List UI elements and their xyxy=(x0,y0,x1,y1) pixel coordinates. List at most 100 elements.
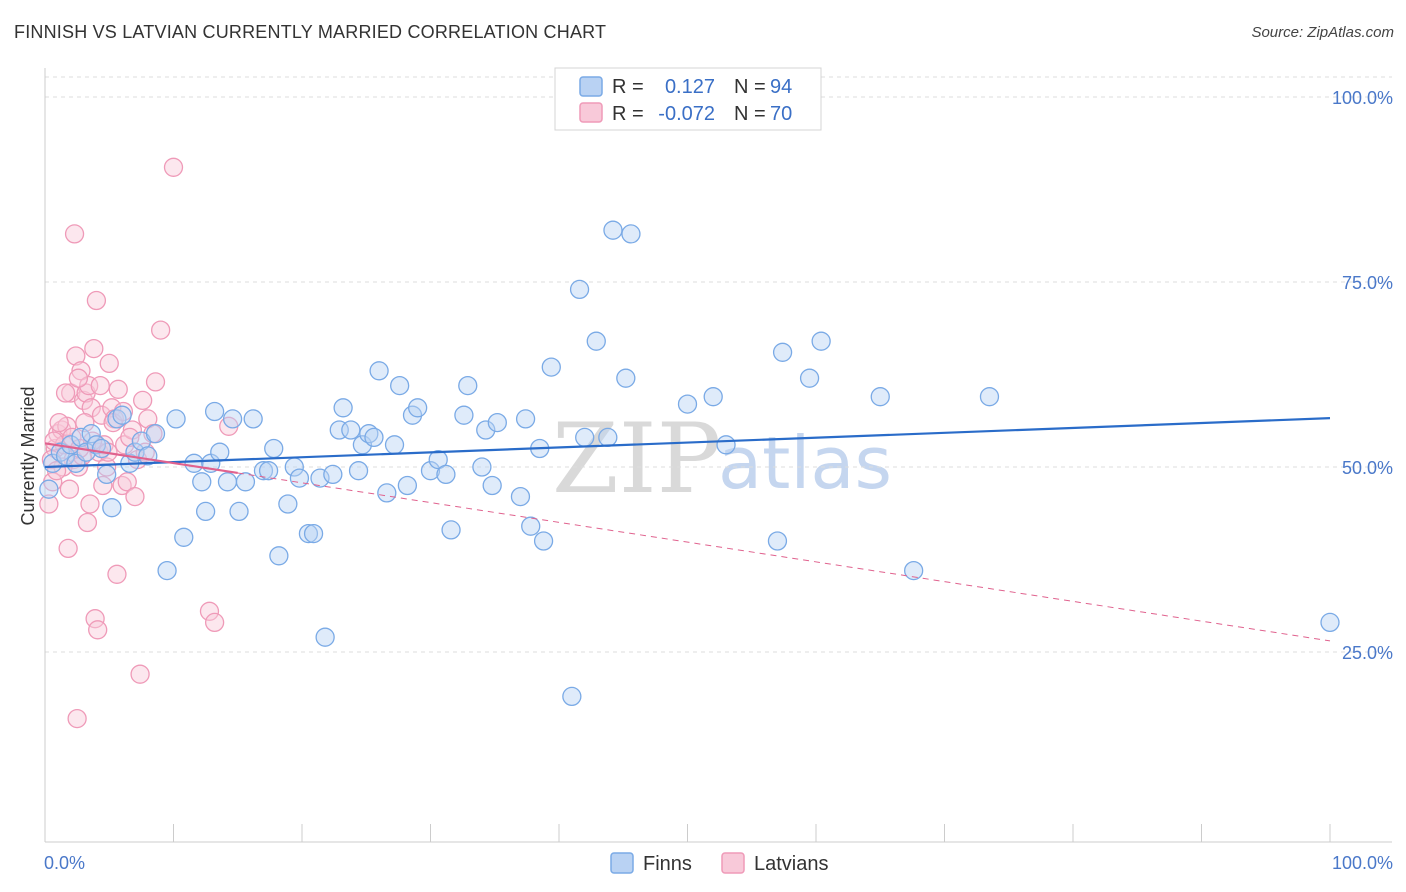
legend-swatch-latvians xyxy=(579,102,603,123)
latvians-point xyxy=(108,379,128,399)
bottom-legend-swatch-latvians xyxy=(721,852,745,874)
finns-points xyxy=(39,220,1340,707)
legend-latvians-r-value: -0.072 xyxy=(658,103,715,125)
latvians-point xyxy=(102,398,122,418)
latvians-point xyxy=(66,346,86,366)
finns-point xyxy=(97,464,117,485)
finns-point xyxy=(243,409,263,429)
finns-point xyxy=(253,461,274,481)
finns-point xyxy=(677,394,698,414)
finns-point xyxy=(102,498,122,518)
trend-lines xyxy=(44,417,1331,642)
latvians-point xyxy=(107,564,127,584)
finns-point xyxy=(39,479,59,499)
finns-point xyxy=(598,427,618,448)
finns-point xyxy=(195,501,216,522)
series-legend: Finns Latvians xyxy=(610,852,829,875)
finns-point xyxy=(315,627,335,647)
finns-point xyxy=(81,424,101,444)
finns-point xyxy=(616,368,636,388)
finns-point xyxy=(811,331,831,351)
finns-point xyxy=(50,442,71,462)
finns-point xyxy=(235,472,256,492)
latvians-point xyxy=(68,368,89,388)
legend-latvians-r-label: R = xyxy=(612,103,644,125)
finns-point xyxy=(157,560,177,581)
finns-point xyxy=(71,427,91,448)
finns-point xyxy=(298,523,319,544)
finns-point xyxy=(603,220,623,240)
latvians-point xyxy=(86,290,107,311)
latvians-point xyxy=(59,479,80,499)
latvians-point xyxy=(120,427,140,448)
finns-point xyxy=(420,461,441,481)
latvians-point xyxy=(90,375,110,396)
finns-point xyxy=(210,442,230,462)
finns-point xyxy=(333,398,353,418)
latvians-point xyxy=(133,390,153,411)
finns-point xyxy=(441,520,461,540)
finns-point xyxy=(562,686,582,707)
finns-point xyxy=(341,420,361,440)
latvians-point xyxy=(130,664,150,684)
latvians-point xyxy=(93,475,113,496)
finns-point xyxy=(86,435,107,455)
finns-point xyxy=(454,405,474,425)
finns-point xyxy=(767,531,788,551)
finns-point xyxy=(166,409,186,429)
latvians-point xyxy=(85,609,105,629)
finns-point xyxy=(487,412,507,433)
finns-point xyxy=(407,398,428,418)
y-tick-label: 50.0% xyxy=(1342,458,1393,478)
finns-point xyxy=(192,472,212,492)
finns-point xyxy=(458,375,478,396)
finns-point xyxy=(541,357,561,377)
latvians-point xyxy=(204,612,225,633)
finns-point xyxy=(521,516,541,536)
latvians-point xyxy=(80,494,100,514)
finns-point xyxy=(377,483,397,503)
finns-point xyxy=(278,494,298,514)
finns-point xyxy=(716,435,736,455)
y-tick-label: 100.0% xyxy=(1332,88,1393,108)
finns-point xyxy=(204,401,225,422)
finns-point xyxy=(1320,612,1340,633)
watermark-atlas: atlas xyxy=(718,421,892,505)
grid xyxy=(45,76,1392,653)
finns-point xyxy=(533,531,554,551)
latvians-point xyxy=(145,372,166,392)
finns-point xyxy=(289,468,310,488)
bottom-legend-finns: Finns xyxy=(643,853,692,875)
latvians-point xyxy=(58,538,78,559)
finns-point xyxy=(979,387,1000,407)
latvians-trend-line-solid xyxy=(44,442,238,475)
x-tick-label-max: 100.0% xyxy=(1332,853,1393,873)
finns-point xyxy=(390,375,410,396)
legend-finns-n-value: 94 xyxy=(770,76,792,98)
finns-point xyxy=(621,224,641,244)
latvians-point xyxy=(67,708,87,729)
finns-point xyxy=(515,409,536,429)
finns-point xyxy=(904,560,924,581)
finns-point xyxy=(107,409,127,429)
finns-point xyxy=(269,546,289,566)
finns-point xyxy=(112,405,132,425)
latvians-point xyxy=(199,601,220,621)
y-axis-title: Currently Married xyxy=(18,386,38,525)
latvians-point xyxy=(163,157,184,177)
finns-point xyxy=(369,361,389,381)
finns-point xyxy=(174,527,194,547)
latvians-point xyxy=(99,353,119,374)
finns-point xyxy=(303,523,324,544)
finns-point xyxy=(184,453,204,473)
latvians-point xyxy=(52,420,72,440)
finns-point xyxy=(586,331,606,351)
watermark-zip: ZIP xyxy=(552,403,721,515)
latvians-point xyxy=(84,338,104,359)
finns-point xyxy=(575,427,595,448)
finns-point xyxy=(476,420,496,440)
finns-point xyxy=(359,424,379,444)
x-tick-label-min: 0.0% xyxy=(44,853,85,873)
finns-point xyxy=(384,435,405,455)
